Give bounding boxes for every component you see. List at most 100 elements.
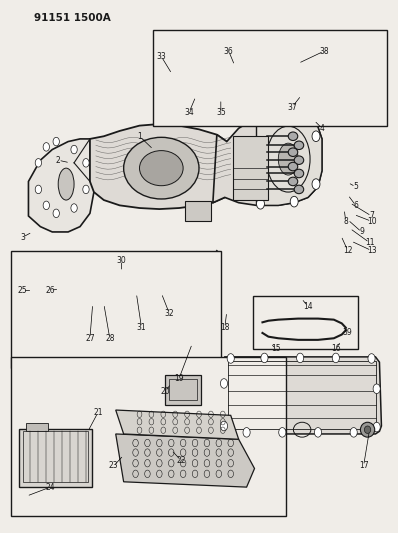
Ellipse shape [312, 179, 320, 189]
Text: 5: 5 [353, 182, 358, 191]
Text: 4: 4 [320, 124, 324, 133]
Bar [23, 431, 88, 482]
Bar [11, 251, 221, 368]
Ellipse shape [83, 185, 89, 193]
Ellipse shape [290, 111, 298, 122]
Text: 21: 21 [93, 408, 103, 417]
Text: 6: 6 [353, 201, 358, 210]
Text: 20: 20 [160, 387, 170, 396]
Ellipse shape [361, 422, 375, 437]
Text: 12: 12 [343, 246, 353, 255]
Bar [253, 296, 358, 349]
Text: 91151 1500A: 91151 1500A [34, 13, 111, 23]
Ellipse shape [35, 159, 41, 167]
Text: 28: 28 [105, 334, 115, 343]
Text: 25: 25 [18, 286, 27, 295]
Text: 7: 7 [369, 212, 374, 221]
Text: 13: 13 [367, 246, 377, 255]
Bar [27, 423, 48, 431]
Ellipse shape [312, 131, 320, 142]
Text: 17: 17 [359, 462, 369, 470]
Text: 30: 30 [117, 256, 127, 264]
Text: 32: 32 [164, 309, 174, 318]
Ellipse shape [278, 143, 298, 175]
Ellipse shape [261, 353, 268, 363]
Text: 15: 15 [271, 344, 281, 353]
Ellipse shape [256, 115, 264, 126]
Text: 1: 1 [137, 132, 142, 141]
Text: 9: 9 [359, 228, 364, 237]
Ellipse shape [297, 353, 304, 363]
Ellipse shape [314, 427, 322, 437]
Text: 14: 14 [303, 302, 313, 311]
Ellipse shape [63, 278, 79, 300]
Ellipse shape [140, 151, 183, 185]
Ellipse shape [83, 159, 89, 167]
Ellipse shape [43, 201, 49, 209]
Ellipse shape [43, 143, 49, 151]
Text: 36: 36 [224, 47, 234, 55]
Text: 35: 35 [216, 108, 226, 117]
Ellipse shape [35, 185, 41, 193]
Ellipse shape [87, 281, 101, 300]
Ellipse shape [190, 337, 198, 350]
Bar [228, 361, 376, 429]
Text: 22: 22 [176, 456, 186, 465]
Ellipse shape [68, 285, 74, 293]
Text: 23: 23 [109, 462, 119, 470]
Ellipse shape [279, 427, 286, 437]
Ellipse shape [373, 384, 380, 393]
Text: 26: 26 [45, 286, 55, 295]
Ellipse shape [71, 204, 77, 212]
Bar [165, 375, 201, 405]
Text: 31: 31 [137, 323, 146, 332]
Ellipse shape [243, 427, 250, 437]
Ellipse shape [332, 353, 339, 363]
Ellipse shape [294, 185, 304, 193]
Ellipse shape [294, 169, 304, 177]
Polygon shape [116, 410, 239, 439]
Ellipse shape [29, 284, 39, 297]
Ellipse shape [15, 494, 25, 504]
Bar [11, 357, 286, 516]
Ellipse shape [350, 427, 357, 437]
Text: 2: 2 [56, 156, 60, 165]
Ellipse shape [71, 146, 77, 154]
Ellipse shape [373, 422, 380, 432]
Ellipse shape [227, 354, 234, 364]
Ellipse shape [53, 138, 59, 146]
Ellipse shape [294, 141, 304, 150]
Polygon shape [29, 139, 96, 232]
Ellipse shape [288, 148, 298, 157]
Ellipse shape [285, 77, 295, 93]
Polygon shape [90, 124, 235, 209]
Ellipse shape [16, 265, 53, 316]
Text: 24: 24 [45, 482, 55, 491]
Ellipse shape [294, 156, 304, 165]
Ellipse shape [124, 138, 199, 199]
Ellipse shape [288, 177, 298, 185]
Ellipse shape [279, 66, 301, 103]
Text: 10: 10 [367, 217, 377, 226]
Ellipse shape [220, 421, 228, 431]
Text: 39: 39 [343, 328, 353, 337]
Ellipse shape [288, 163, 298, 171]
Polygon shape [256, 112, 322, 205]
Ellipse shape [220, 378, 228, 388]
Ellipse shape [91, 286, 97, 295]
Bar [19, 429, 92, 487]
Bar [58, 275, 84, 303]
Bar [153, 30, 387, 126]
Ellipse shape [272, 54, 308, 116]
Ellipse shape [365, 426, 371, 433]
Ellipse shape [58, 168, 74, 200]
Text: 33: 33 [156, 52, 166, 61]
Ellipse shape [368, 354, 375, 364]
Text: 37: 37 [287, 102, 297, 111]
Text: 18: 18 [220, 323, 230, 332]
Polygon shape [223, 357, 381, 434]
Text: 3: 3 [20, 233, 25, 242]
Text: 8: 8 [343, 217, 348, 226]
Polygon shape [116, 434, 255, 487]
Text: 16: 16 [331, 344, 341, 353]
